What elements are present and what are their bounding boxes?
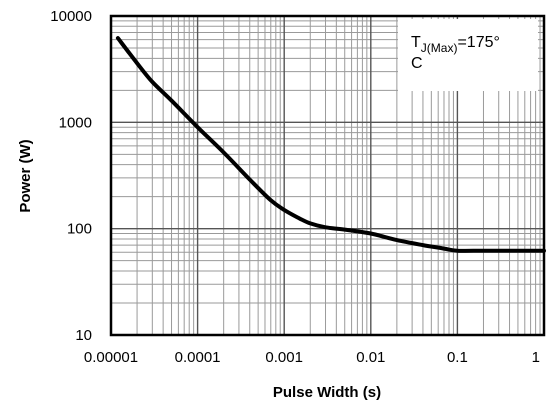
x-tick-label: 0.0001 <box>175 349 221 366</box>
annotation-text: TJ(Max)=175° <box>411 34 500 55</box>
x-tick-label: 0.001 <box>265 349 303 366</box>
x-tick-label: 0.1 <box>447 349 468 366</box>
y-tick-label: 10000 <box>50 8 92 25</box>
plot-frame <box>109 14 546 337</box>
y-tick-labels: 10 100 1000 10000 <box>50 8 92 344</box>
annotation-box <box>398 19 538 91</box>
annotation-subscript: J(Max) <box>421 41 458 55</box>
series-line <box>115 36 546 253</box>
y-tick-label: 1000 <box>59 114 92 131</box>
x-tick-labels: 0.00001 0.0001 0.001 0.01 0.1 1 <box>84 349 540 366</box>
x-tick-label: 1 <box>532 349 540 366</box>
x-axis-title: Pulse Width (s) <box>273 384 381 401</box>
y-axis-title: Power (W) <box>17 139 34 212</box>
x-tick-label: 0.01 <box>356 349 385 366</box>
grid-minor <box>111 16 544 335</box>
x-tick-label: 0.00001 <box>84 349 138 366</box>
y-tick-label: 10 <box>75 327 92 344</box>
annotation-value: =175° <box>457 34 499 51</box>
y-tick-label: 100 <box>67 221 92 238</box>
annotation-unit: C <box>411 55 423 72</box>
